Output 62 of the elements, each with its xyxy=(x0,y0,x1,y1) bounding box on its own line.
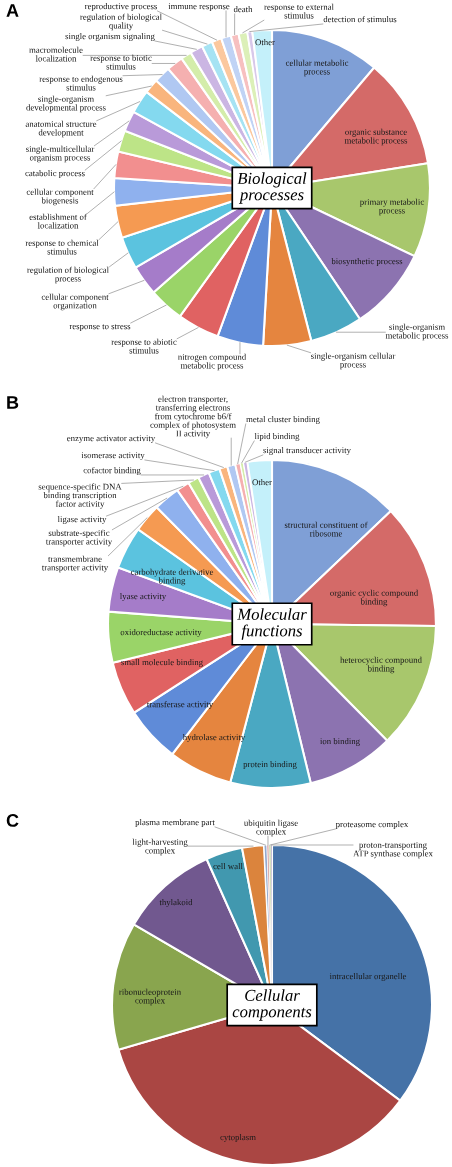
slice-label: protein binding xyxy=(243,761,297,769)
slice-label: enzyme activator activity xyxy=(67,435,156,443)
slice-label: transmembrane transporter activity xyxy=(41,555,109,573)
slice-label: cellular component organization xyxy=(41,293,109,311)
text: B xyxy=(7,396,19,409)
slice-label: biosynthetic process xyxy=(331,258,403,266)
slice-label: lipid binding xyxy=(254,433,300,441)
slice-label: cellular component biogenesis xyxy=(26,188,94,206)
slice-label: Other xyxy=(252,479,272,486)
text: C xyxy=(6,814,19,827)
slice-label: proton-transporting ATP synthase complex xyxy=(353,842,433,859)
slice-label: organic cyclic compound binding xyxy=(330,589,419,607)
slice-label: sequence-specific DNA binding transcription factor activity xyxy=(38,483,122,509)
slice-label: isomerase activity xyxy=(81,452,145,460)
text: Cellular components xyxy=(232,989,312,1021)
slice-label: ribonucleoprotein complex xyxy=(119,988,181,1006)
slice-label: response to chemical stimulus xyxy=(25,239,99,255)
slice-label: intracellular organelle xyxy=(329,973,407,981)
slice-label: single-organism developmental process xyxy=(26,95,106,113)
slice-label: cofactor binding xyxy=(83,466,141,476)
slice-label: anatomical structure development xyxy=(25,120,97,138)
slice-label: response to endogenous stimulus xyxy=(39,75,123,91)
slice-label: cell wall xyxy=(213,863,243,870)
slice-label: thylakoid xyxy=(159,899,193,907)
slice-label: organic substance metabolic process xyxy=(344,128,408,146)
text: A xyxy=(6,4,19,17)
slice-label: immune response xyxy=(168,3,230,11)
text: Biological processes xyxy=(237,172,307,204)
slice-label: oxidoreductase activity xyxy=(120,629,202,637)
slice-label: Other xyxy=(255,39,275,46)
slice-label: proteasome complex xyxy=(335,821,409,829)
slice-label: catabolic process xyxy=(25,170,85,178)
slice-label: lyase activity xyxy=(119,593,167,601)
slice-label: death xyxy=(233,6,253,13)
slice-label: response to stress xyxy=(69,324,131,331)
slice-label: small molecule binding xyxy=(121,659,203,667)
slice-label: ubiquitin ligase complex xyxy=(244,819,298,837)
slice-label: primary metabolic process xyxy=(359,198,424,216)
slice-label: substrate-specific transporter activity xyxy=(45,529,113,547)
slice-label: ion binding xyxy=(320,738,360,746)
slice-label: single-multicellular organism process xyxy=(26,145,95,163)
slice-label: single organism signaling xyxy=(65,33,155,41)
slice-label: regulation of biological quality xyxy=(80,13,162,31)
slice-label: single-organism metabolic process xyxy=(385,323,449,341)
slice-label: regulation of biological process xyxy=(27,266,109,284)
slice-label: signal transducer activity xyxy=(263,447,351,455)
slice-label: cellular metabolic process xyxy=(285,59,349,77)
slice-label: cytoplasm xyxy=(220,1134,256,1142)
slice-label: ligase activity xyxy=(57,516,107,524)
text: Molecular functions xyxy=(237,608,307,640)
slice-label: establishment of localization xyxy=(29,213,87,229)
slice-label: macromolecule localization xyxy=(29,46,83,62)
slice-label: heterocyclic compound binding xyxy=(340,656,422,674)
slice-label: light-harvesting complex xyxy=(132,838,188,856)
slice-label: response to biotic stimulus xyxy=(90,54,152,70)
slice-label: plasma membrane part xyxy=(135,819,215,827)
slice-label: reproductive process xyxy=(84,3,157,11)
slice-label: response to abiotic stimulus xyxy=(111,338,177,354)
slice-label: nitrogen compound metabolic process xyxy=(178,353,247,371)
slice-label: structural constituent of ribosome xyxy=(284,521,368,537)
slice-label: metal cluster binding xyxy=(246,416,320,424)
slice-label: single-organism cellular process xyxy=(311,352,396,370)
